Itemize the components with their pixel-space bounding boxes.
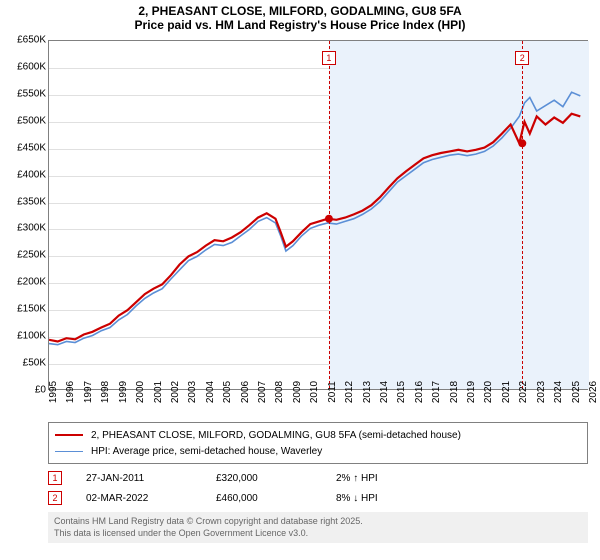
y-tick-label: £200K xyxy=(17,277,46,288)
marker-vline xyxy=(522,41,523,389)
footer-line-1: Contains HM Land Registry data © Crown c… xyxy=(54,516,582,528)
x-tick-label: 2010 xyxy=(309,381,320,403)
x-tick-label: 2011 xyxy=(327,381,338,403)
footer: Contains HM Land Registry data © Crown c… xyxy=(48,512,588,543)
chart-title: 2, PHEASANT CLOSE, MILFORD, GODALMING, G… xyxy=(0,0,600,32)
marker-callout: 2 xyxy=(515,51,529,65)
x-tick-label: 1999 xyxy=(118,381,129,403)
x-tick-label: 2005 xyxy=(222,381,233,403)
marker-delta: 8% ↓ HPI xyxy=(336,493,436,504)
y-tick-label: £250K xyxy=(17,250,46,261)
x-tick-label: 2007 xyxy=(257,381,268,403)
x-tick-label: 2022 xyxy=(518,381,529,403)
x-tick-label: 1997 xyxy=(83,381,94,403)
chart-svg xyxy=(49,41,589,391)
legend-swatch-price-paid xyxy=(55,434,83,436)
y-tick-label: £300K xyxy=(17,223,46,234)
x-tick-label: 2003 xyxy=(187,381,198,403)
marker-date: 27-JAN-2011 xyxy=(86,473,216,484)
marker-row: 2 02-MAR-2022£460,0008% ↓ HPI xyxy=(48,488,588,508)
x-tick-label: 1995 xyxy=(48,381,59,403)
y-tick-label: £100K xyxy=(17,331,46,342)
legend-row-price-paid: 2, PHEASANT CLOSE, MILFORD, GODALMING, G… xyxy=(55,427,581,443)
x-tick-label: 2024 xyxy=(553,381,564,403)
x-tick-label: 2016 xyxy=(414,381,425,403)
y-tick-label: £650K xyxy=(17,35,46,46)
title-line-2: Price paid vs. HM Land Registry's House … xyxy=(0,18,600,32)
x-tick-label: 2002 xyxy=(170,381,181,403)
x-tick-label: 2021 xyxy=(501,381,512,403)
marker-callout: 1 xyxy=(322,51,336,65)
x-tick-label: 2006 xyxy=(240,381,251,403)
x-tick-label: 2017 xyxy=(431,381,442,403)
x-tick-label: 2013 xyxy=(362,381,373,403)
y-tick-label: £450K xyxy=(17,142,46,153)
x-tick-label: 2015 xyxy=(396,381,407,403)
marker-price: £320,000 xyxy=(216,473,336,484)
y-tick-label: £50K xyxy=(23,358,46,369)
y-tick-label: £0 xyxy=(35,385,46,396)
x-tick-label: 2008 xyxy=(274,381,285,403)
marker-vline xyxy=(329,41,330,389)
x-tick-label: 2000 xyxy=(135,381,146,403)
y-tick-label: £400K xyxy=(17,169,46,180)
legend-swatch-hpi xyxy=(55,451,83,452)
legend-label-price-paid: 2, PHEASANT CLOSE, MILFORD, GODALMING, G… xyxy=(91,430,461,441)
x-tick-label: 2026 xyxy=(588,381,599,403)
marker-date: 02-MAR-2022 xyxy=(86,493,216,504)
y-tick-label: £150K xyxy=(17,304,46,315)
series-hpi xyxy=(49,92,580,345)
marker-delta: 2% ↑ HPI xyxy=(336,473,436,484)
legend: 2, PHEASANT CLOSE, MILFORD, GODALMING, G… xyxy=(48,422,588,464)
x-tick-label: 2020 xyxy=(483,381,494,403)
y-tick-label: £500K xyxy=(17,115,46,126)
x-tick-label: 2014 xyxy=(379,381,390,403)
marker-id-box: 2 xyxy=(48,491,62,505)
marker-table: 1 27-JAN-2011£320,0002% ↑ HPI 2 02-MAR-2022… xyxy=(48,468,588,508)
x-tick-label: 2018 xyxy=(449,381,460,403)
title-line-1: 2, PHEASANT CLOSE, MILFORD, GODALMING, G… xyxy=(0,4,600,18)
marker-id-box: 1 xyxy=(48,471,62,485)
legend-label-hpi: HPI: Average price, semi-detached house,… xyxy=(91,446,322,457)
y-tick-label: £600K xyxy=(17,61,46,72)
footer-line-2: This data is licensed under the Open Gov… xyxy=(54,528,582,540)
x-tick-label: 2023 xyxy=(536,381,547,403)
x-tick-label: 1998 xyxy=(100,381,111,403)
marker-row: 1 27-JAN-2011£320,0002% ↑ HPI xyxy=(48,468,588,488)
chart-plot-area: 12 xyxy=(48,40,588,390)
x-tick-label: 2004 xyxy=(205,381,216,403)
y-tick-label: £550K xyxy=(17,88,46,99)
y-tick-label: £350K xyxy=(17,196,46,207)
x-tick-label: 2009 xyxy=(292,381,303,403)
marker-price: £460,000 xyxy=(216,493,336,504)
x-tick-label: 2001 xyxy=(153,381,164,403)
x-tick-label: 2025 xyxy=(571,381,582,403)
x-tick-label: 2012 xyxy=(344,381,355,403)
x-tick-label: 2019 xyxy=(466,381,477,403)
x-tick-label: 1996 xyxy=(65,381,76,403)
legend-row-hpi: HPI: Average price, semi-detached house,… xyxy=(55,443,581,459)
